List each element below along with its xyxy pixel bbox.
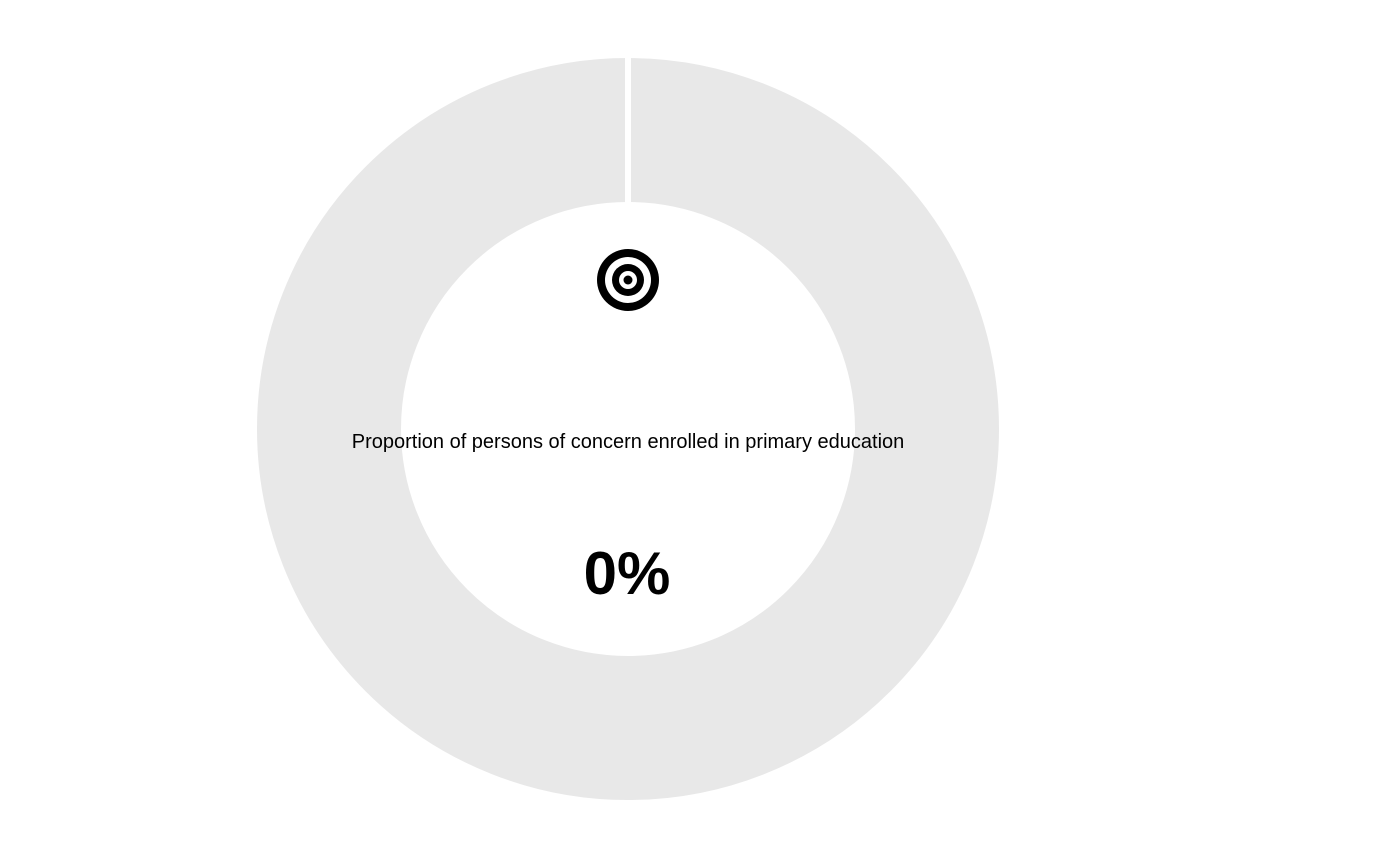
target-icon: [597, 249, 659, 311]
gauge-ring: [257, 57, 999, 800]
gauge-track: [257, 58, 999, 800]
indicator-value: 0%: [584, 540, 671, 607]
indicator-label: Proportion of persons of concern enrolle…: [352, 431, 905, 453]
